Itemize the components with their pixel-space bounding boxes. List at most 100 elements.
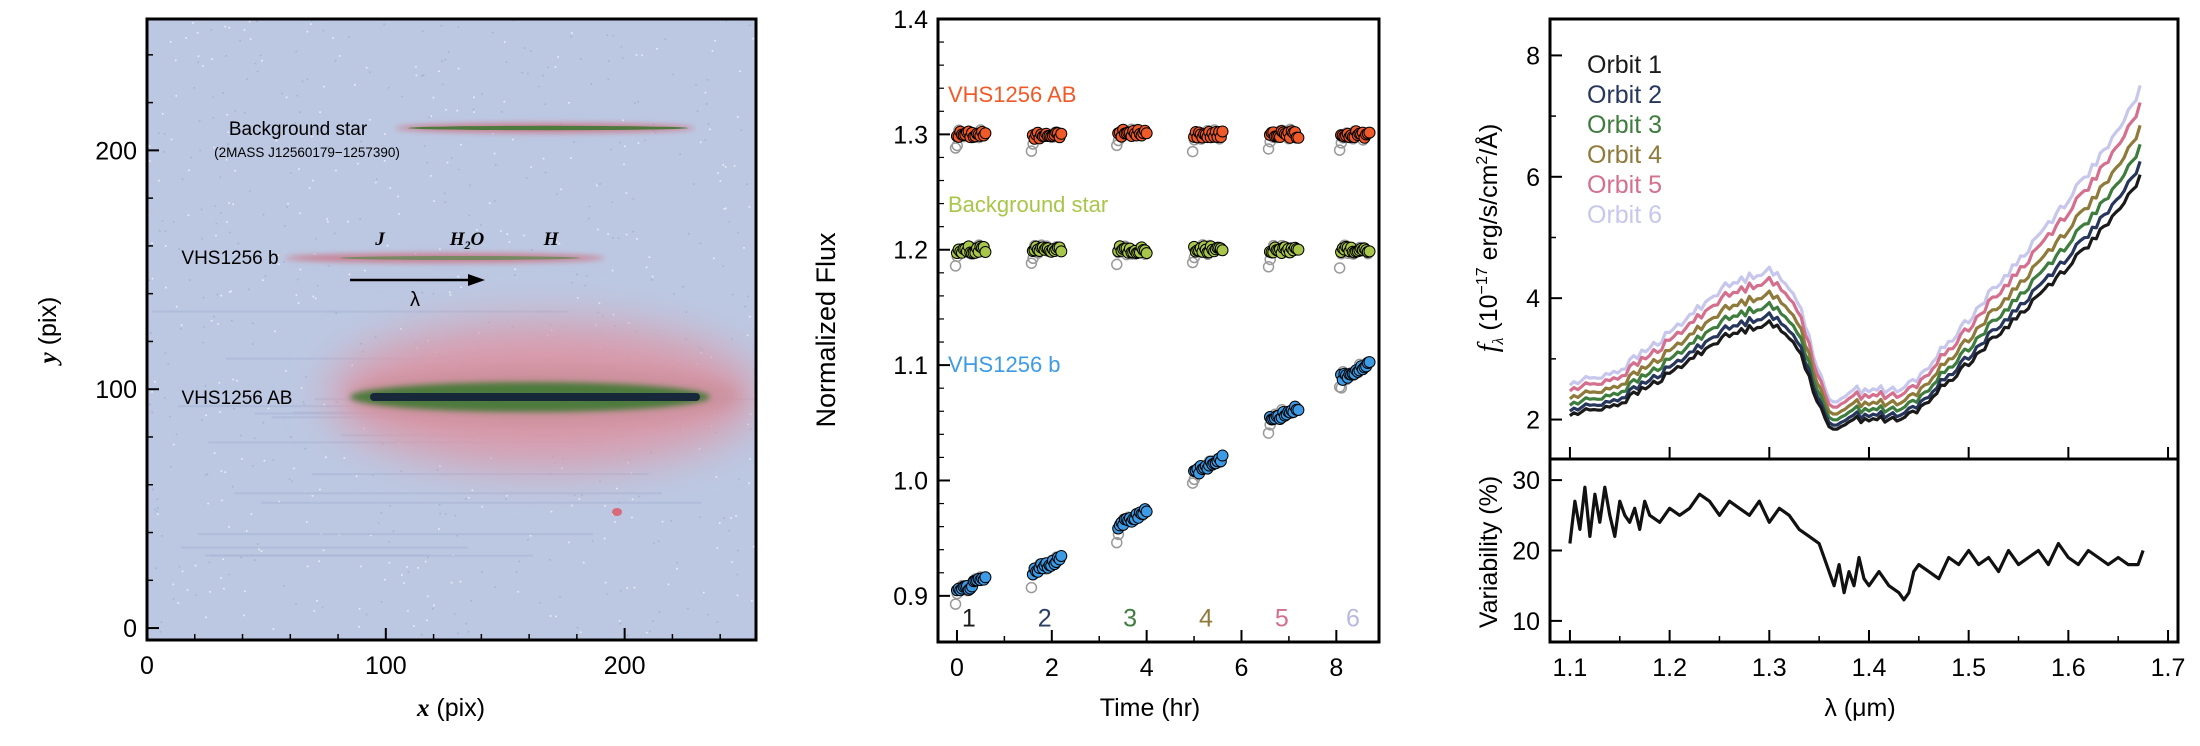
noise-speckle — [172, 583, 175, 586]
noise-speckle — [232, 203, 234, 206]
noise-speckle — [494, 586, 496, 588]
noise-speckle — [287, 202, 289, 205]
noise-speckle — [737, 231, 739, 234]
noise-speckle — [433, 200, 435, 202]
noise-speckle — [654, 131, 657, 134]
noise-speckle — [456, 109, 459, 112]
raw-flux-point — [1025, 145, 1038, 157]
noise-speckle — [559, 596, 561, 598]
noise-speckle — [236, 379, 238, 382]
noise-speckle — [241, 458, 243, 460]
noise-speckle — [607, 233, 609, 235]
noise-speckle — [160, 621, 163, 624]
raw-flux-point — [1186, 256, 1199, 269]
variability-axes: 10 20 30 1.1 1.2 1.3 1.4 1.5 1.6 1.7 — [1512, 467, 2185, 682]
noise-speckle — [212, 96, 215, 99]
corrected-flux-point — [1216, 244, 1229, 257]
noise-speckle — [308, 187, 311, 189]
raw-flux-point — [1025, 257, 1038, 269]
noise-speckle — [286, 206, 288, 208]
noise-speckle — [272, 458, 275, 461]
noise-speckle — [252, 343, 254, 345]
noise-speckle — [676, 567, 678, 570]
companion-trace — [340, 256, 580, 260]
light-curve-y-axis-label: Normalized Flux — [811, 232, 841, 428]
noise-speckle — [595, 184, 598, 187]
noise-speckle — [652, 542, 655, 545]
noise-speckle — [318, 560, 320, 563]
noise-speckle — [230, 290, 232, 293]
noise-speckle — [752, 37, 754, 40]
noise-speckle — [724, 166, 727, 168]
noise-speckle — [156, 513, 159, 515]
noise-speckle — [208, 561, 211, 564]
noise-speckle — [227, 143, 229, 145]
noise-speckle — [698, 516, 701, 518]
noise-speckle — [156, 510, 158, 513]
noise-speckle — [752, 545, 755, 548]
noise-speckle — [365, 66, 368, 69]
noise-speckle — [389, 505, 392, 507]
noise-speckle — [439, 465, 441, 467]
noise-speckle — [403, 582, 405, 584]
noise-speckle — [296, 94, 299, 97]
noise-speckle — [172, 220, 175, 223]
noise-speckle — [375, 178, 378, 180]
noise-speckle — [699, 242, 702, 245]
noise-speckle — [355, 475, 358, 478]
noise-speckle — [588, 217, 591, 220]
noise-speckle — [739, 70, 741, 73]
noise-speckle — [397, 195, 399, 198]
corrected-flux-point — [1216, 449, 1229, 462]
image-y-tick-label: 200 — [95, 137, 137, 165]
noise-speckle — [503, 41, 506, 43]
noise-speckle — [656, 48, 658, 50]
raw-flux-point — [949, 260, 962, 272]
noise-speckle — [619, 141, 621, 144]
noise-speckle — [196, 32, 199, 34]
noise-speckle — [258, 548, 260, 551]
noise-speckle — [422, 74, 425, 76]
noise-speckle — [278, 500, 280, 503]
noise-speckle — [181, 570, 184, 573]
noise-speckle — [167, 362, 170, 365]
noise-speckle — [633, 586, 636, 589]
noise-speckle — [747, 295, 749, 298]
noise-speckle — [712, 257, 715, 260]
noise-speckle — [696, 110, 699, 112]
noise-speckle — [222, 558, 225, 561]
noise-speckle — [154, 380, 156, 383]
noise-speckle — [723, 208, 726, 210]
stray-light-streak — [177, 405, 366, 408]
noise-speckle — [748, 206, 751, 208]
noise-speckle — [481, 92, 483, 95]
lambda-label: λ — [410, 289, 420, 311]
noise-speckle — [164, 245, 167, 247]
noise-speckle — [468, 496, 470, 499]
noise-speckle — [645, 266, 648, 269]
noise-speckle — [186, 589, 189, 591]
noise-speckle — [218, 381, 221, 384]
noise-speckle — [248, 190, 251, 192]
noise-speckle — [348, 36, 350, 38]
noise-speckle — [335, 312, 337, 314]
flux-y-tick-label: 0.9 — [893, 583, 928, 611]
light-curve-host-label: VHS1256 AB — [948, 82, 1076, 107]
noise-speckle — [673, 293, 675, 295]
noise-speckle — [296, 278, 299, 281]
noise-speckle — [736, 594, 739, 597]
noise-speckle — [526, 177, 528, 179]
noise-speckle — [620, 45, 623, 48]
noise-speckle — [357, 162, 359, 165]
noise-speckle — [613, 325, 616, 327]
noise-speckle — [457, 67, 460, 70]
noise-speckle — [481, 505, 484, 508]
noise-speckle — [157, 507, 159, 509]
noise-speckle — [584, 284, 587, 287]
noise-speckle — [383, 159, 386, 162]
noise-speckle — [155, 567, 157, 570]
raw-flux-point — [1262, 143, 1275, 155]
noise-speckle — [652, 620, 654, 622]
noise-speckle — [571, 32, 573, 34]
corrected-flux-point — [1363, 245, 1376, 258]
